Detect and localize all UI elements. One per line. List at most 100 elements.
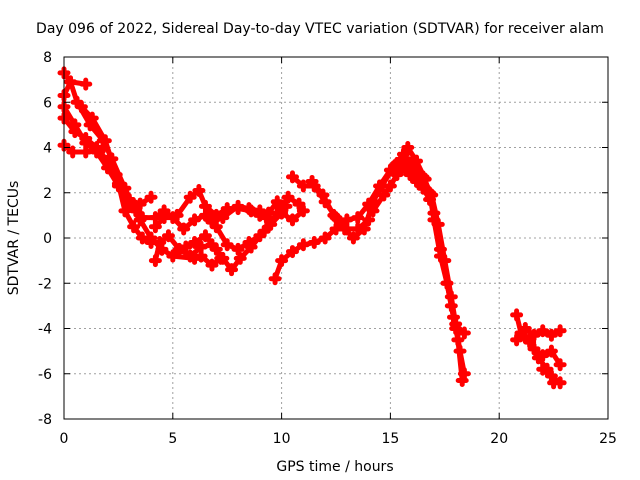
data-point: [399, 152, 413, 166]
data-point: [544, 344, 558, 358]
y-axis-label: SDTVAR / TECUs: [6, 181, 22, 296]
data-point: [307, 236, 321, 250]
y-tick-label: 0: [43, 231, 52, 247]
x-tick-label: 25: [599, 431, 617, 447]
data-point: [394, 163, 408, 177]
data-point: [153, 236, 167, 250]
data-point: [74, 100, 88, 114]
data-point: [285, 170, 299, 184]
data-point: [275, 254, 289, 268]
data-point: [388, 159, 402, 173]
data-point: [177, 222, 191, 236]
data-point: [281, 190, 295, 204]
data-point: [296, 204, 310, 218]
data-point: [135, 211, 149, 225]
data-point: [220, 238, 234, 252]
data-point: [209, 208, 223, 222]
data-point: [118, 204, 132, 218]
data-point: [410, 174, 424, 188]
data-point: [346, 231, 360, 245]
data-point: [170, 208, 184, 222]
data-point: [127, 220, 141, 234]
data-point: [268, 272, 282, 286]
tick-marks: [63, 56, 609, 420]
data-point: [85, 111, 99, 125]
y-tick-label: -6: [38, 367, 52, 383]
series-line-sat-e: [61, 142, 106, 155]
data-point: [144, 190, 158, 204]
data-point: [510, 308, 524, 322]
data-point: [109, 168, 123, 182]
data-point: [553, 376, 567, 390]
data-point: [431, 217, 445, 231]
data-point: [366, 204, 380, 218]
data-point: [64, 75, 78, 89]
data-point: [527, 328, 541, 342]
data-point: [66, 145, 80, 159]
data-point: [188, 213, 202, 227]
data-point: [544, 328, 558, 342]
data-point: [148, 220, 162, 234]
data-point: [179, 240, 193, 254]
data-point: [214, 251, 228, 265]
data-point: [296, 179, 310, 193]
data-point: [192, 183, 206, 197]
x-tick-label: 15: [381, 431, 399, 447]
data-point: [279, 199, 293, 213]
data-point: [161, 229, 175, 243]
data-point: [194, 249, 208, 263]
data-point: [305, 174, 319, 188]
data-point: [285, 245, 299, 259]
x-axis-label: GPS time / hours: [276, 459, 393, 475]
data-point: [416, 181, 430, 195]
data-point: [183, 249, 197, 263]
data-point: [244, 204, 258, 218]
x-tick-label: 10: [273, 431, 291, 447]
chart-title: Day 096 of 2022, Sidereal Day-to-day VTE…: [36, 21, 604, 37]
y-tick-label: -4: [38, 322, 52, 338]
data-point: [170, 245, 184, 259]
y-tick-label: -2: [38, 276, 52, 292]
data-point: [220, 202, 234, 216]
data-point: [79, 77, 93, 91]
data-point: [338, 222, 352, 236]
data-point: [449, 317, 463, 331]
data-point: [79, 145, 93, 159]
data-point: [198, 229, 212, 243]
data-point: [183, 190, 197, 204]
data-series-group: [57, 66, 567, 390]
data-point: [407, 159, 421, 173]
data-point: [536, 349, 550, 363]
x-tick-label: 5: [168, 431, 177, 447]
data-point: [544, 369, 558, 383]
data-point: [553, 358, 567, 372]
data-point: [231, 202, 245, 216]
data-point: [351, 211, 365, 225]
data-point: [157, 211, 171, 225]
data-point: [453, 344, 467, 358]
data-point: [188, 236, 202, 250]
data-point: [148, 254, 162, 268]
data-point: [438, 254, 452, 268]
data-point: [518, 331, 532, 345]
data-point: [403, 168, 417, 182]
x-tick-label: 0: [60, 431, 69, 447]
data-point: [536, 362, 550, 376]
y-tick-label: 6: [43, 95, 52, 111]
data-point: [510, 333, 524, 347]
data-point: [68, 125, 82, 139]
data-point: [98, 134, 112, 148]
data-point: [231, 242, 245, 256]
data-point: [327, 208, 341, 222]
data-point: [457, 367, 471, 381]
data-point: [357, 222, 371, 236]
data-point: [244, 240, 258, 254]
data-point: [296, 238, 310, 252]
data-point: [270, 195, 284, 209]
data-point: [259, 211, 273, 225]
data-point: [536, 324, 550, 338]
data-point: [122, 197, 136, 211]
data-point: [292, 197, 306, 211]
data-point: [383, 179, 397, 193]
